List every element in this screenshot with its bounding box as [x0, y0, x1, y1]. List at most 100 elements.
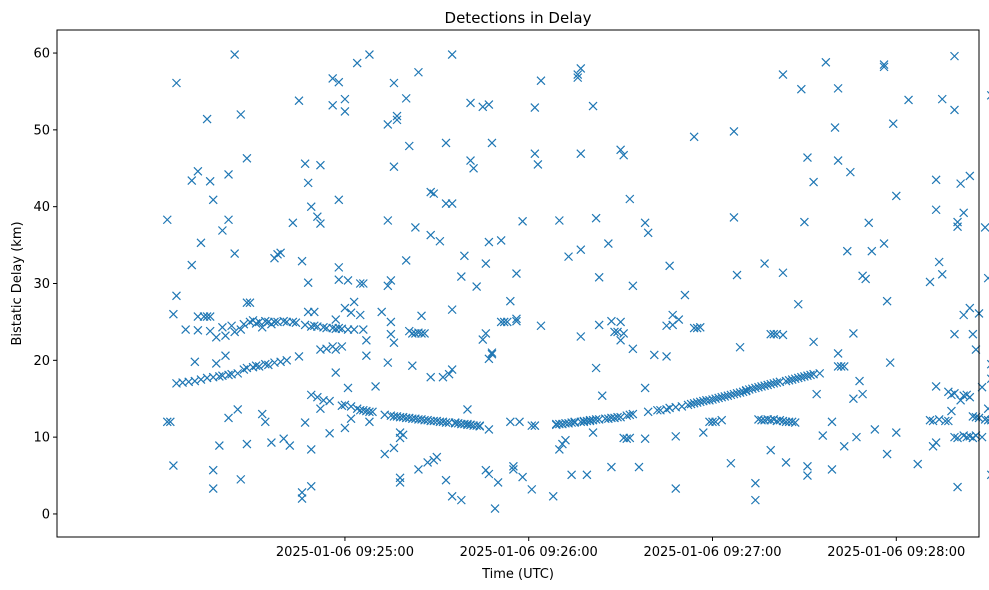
data-point	[861, 274, 871, 284]
data-point	[233, 405, 243, 414]
data-point	[576, 149, 586, 159]
data-point	[475, 421, 485, 431]
data-point	[404, 141, 414, 151]
data-point	[401, 93, 411, 103]
data-point	[312, 392, 322, 402]
data-point	[885, 358, 895, 368]
data-point	[821, 57, 831, 67]
data-point	[891, 191, 901, 201]
data-point	[224, 215, 233, 225]
data-point	[331, 368, 341, 378]
data-markers	[162, 50, 989, 514]
data-point	[230, 50, 240, 60]
x-tick-label: 2025-01-06 09:27:00	[643, 545, 781, 560]
data-point	[395, 473, 405, 483]
data-point	[607, 316, 616, 326]
data-point	[187, 260, 197, 270]
data-point	[478, 102, 488, 112]
data-point	[947, 406, 956, 416]
data-point	[306, 390, 316, 400]
data-point	[202, 312, 212, 321]
data-point	[328, 100, 338, 110]
data-point	[950, 51, 959, 61]
data-point	[472, 282, 482, 291]
data-point	[640, 218, 650, 228]
data-point	[426, 372, 436, 382]
y-tick-label: 60	[33, 47, 50, 62]
data-point	[294, 352, 304, 361]
data-point	[312, 212, 322, 222]
data-point	[803, 153, 812, 162]
data-point	[980, 222, 989, 232]
data-point	[484, 100, 494, 109]
data-point	[803, 461, 812, 471]
data-point	[508, 461, 518, 471]
data-point	[319, 322, 328, 332]
data-point	[953, 217, 962, 227]
data-point	[444, 369, 454, 379]
data-point	[263, 360, 273, 370]
data-point	[297, 256, 307, 266]
data-point	[463, 405, 472, 414]
data-point	[968, 329, 978, 339]
data-point	[953, 482, 962, 492]
data-point	[389, 338, 399, 348]
data-point	[484, 237, 494, 247]
data-point	[306, 202, 316, 212]
data-point	[260, 316, 270, 326]
data-point	[410, 222, 420, 232]
data-point	[505, 296, 515, 306]
data-point	[383, 120, 393, 129]
data-point	[441, 418, 451, 427]
data-point	[260, 417, 270, 427]
data-point	[469, 163, 479, 173]
data-point	[787, 417, 797, 427]
data-point	[355, 279, 365, 288]
data-point	[343, 383, 353, 393]
data-point	[732, 270, 742, 280]
data-point	[956, 179, 966, 189]
data-point	[983, 273, 989, 283]
data-point	[913, 459, 923, 469]
data-point	[818, 431, 828, 441]
data-point	[365, 417, 374, 427]
data-point	[567, 418, 577, 427]
data-point	[361, 351, 371, 361]
data-point	[698, 428, 708, 437]
data-point	[796, 84, 806, 94]
data-point	[536, 76, 546, 86]
data-point	[306, 481, 316, 491]
data-point	[251, 361, 261, 371]
data-point	[983, 404, 989, 414]
x-axis-label: Time (UTC)	[481, 567, 554, 582]
data-point	[328, 73, 338, 83]
data-point	[695, 322, 705, 332]
y-tick-label: 20	[33, 354, 50, 369]
data-point	[355, 310, 365, 320]
data-point	[943, 416, 953, 426]
data-point	[386, 276, 396, 285]
data-point	[426, 230, 436, 240]
data-point	[447, 50, 457, 60]
data-point	[530, 103, 540, 113]
data-point	[270, 317, 279, 327]
data-point	[414, 464, 423, 474]
data-point	[625, 194, 635, 204]
data-point	[512, 316, 521, 326]
data-point	[208, 484, 218, 494]
data-point	[965, 303, 975, 313]
data-point	[842, 246, 852, 256]
data-point	[554, 216, 564, 225]
data-point	[392, 115, 402, 125]
data-point	[487, 349, 497, 359]
data-point	[172, 291, 181, 301]
data-point	[337, 401, 347, 411]
data-point	[882, 449, 892, 459]
data-point	[300, 159, 310, 169]
data-point	[398, 430, 408, 440]
data-point	[594, 320, 604, 330]
data-point	[294, 96, 304, 106]
data-point	[879, 60, 889, 69]
data-point	[456, 495, 466, 505]
data-point	[227, 321, 237, 331]
